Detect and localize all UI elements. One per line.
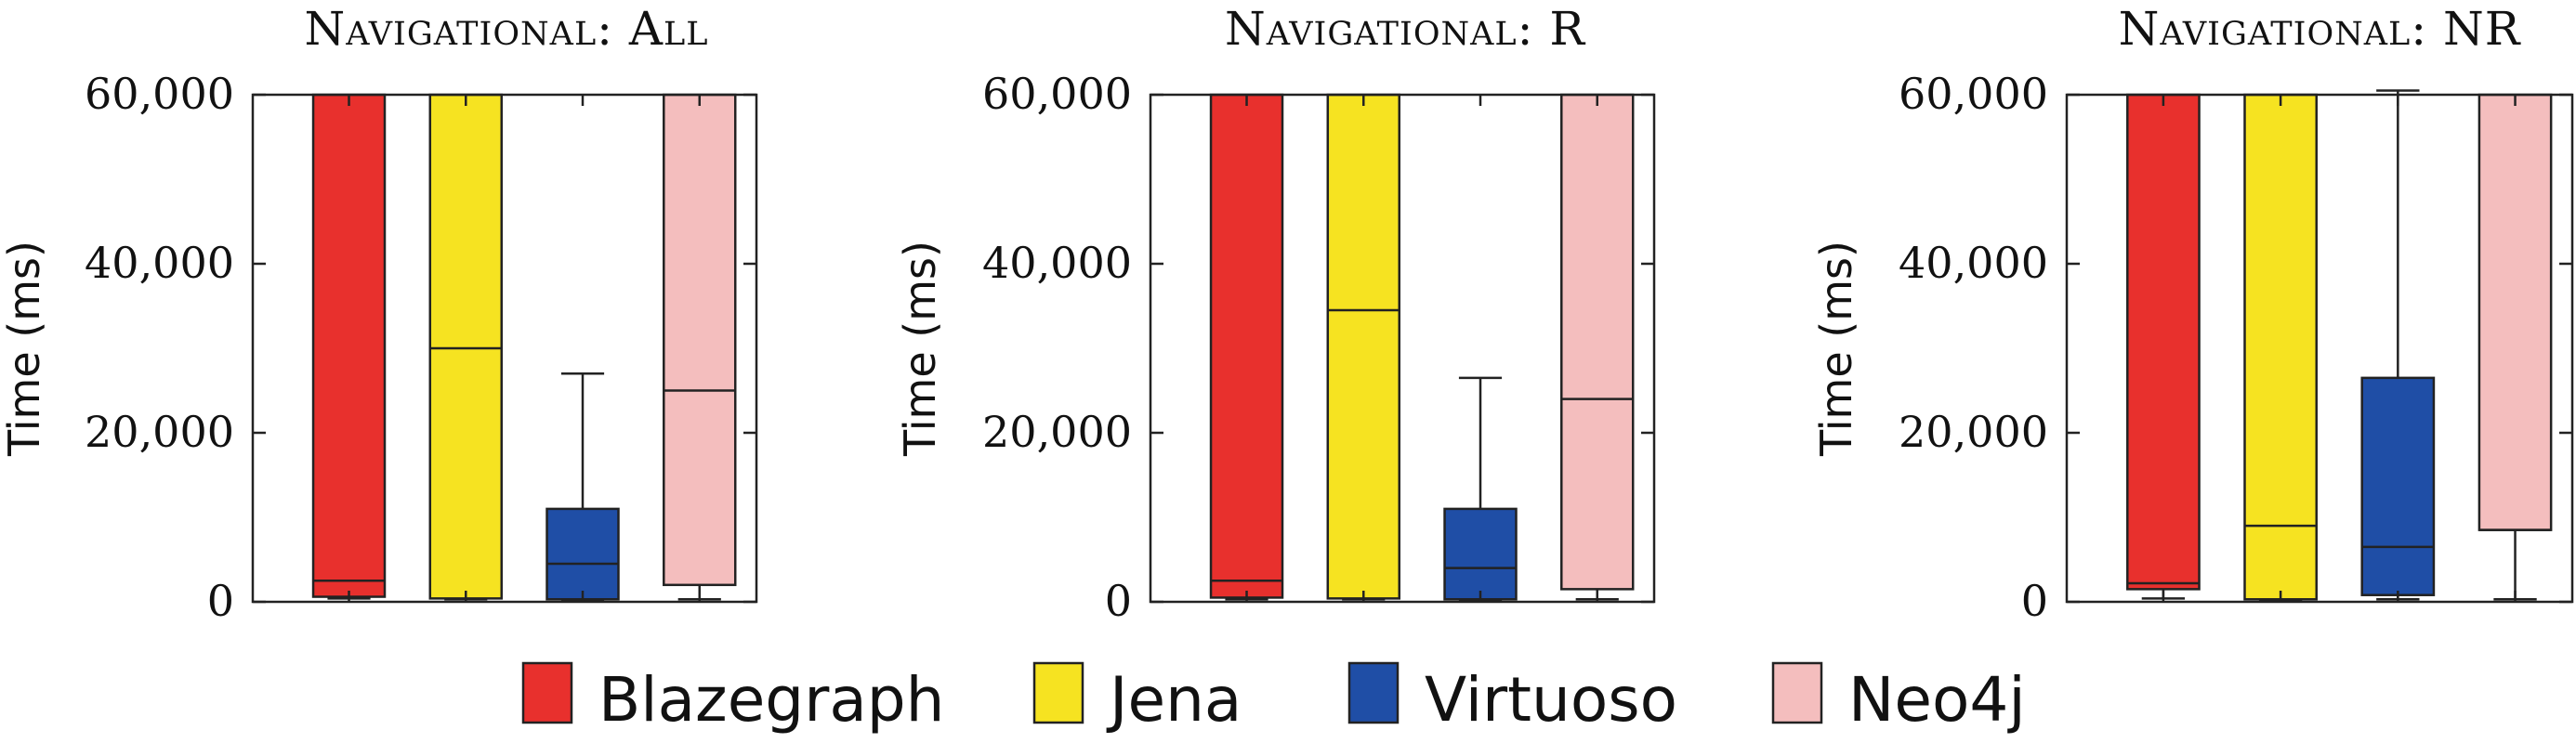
chart-title: Navigational: All <box>304 2 708 56</box>
legend-swatch-virtuoso <box>1347 661 1400 724</box>
iqr-box-neo4j <box>2477 93 2553 531</box>
y-tick-label: 60,000 <box>85 69 234 119</box>
iqr-box-virtuoso <box>2360 376 2436 596</box>
legend-label-neo4j: Neo4j <box>1848 664 2026 736</box>
legend: Blazegraph Jena Virtuoso Neo4j <box>521 661 2026 736</box>
y-tick-label: 0 <box>2021 576 2048 626</box>
box-virtuoso <box>545 372 620 602</box>
legend-label-blazegraph: Blazegraph <box>598 664 945 736</box>
box-neo4j <box>2477 93 2553 601</box>
y-tick-label: 40,000 <box>982 238 1132 288</box>
box-jena <box>1326 93 1400 601</box>
iqr-box-jena <box>1326 93 1400 600</box>
y-tick-label: 0 <box>207 576 234 626</box>
y-tick-label: 40,000 <box>85 238 234 288</box>
chart-panel-2: Navigational: R Time (ms) 0 20,000 40,000 60,… <box>895 2 1656 626</box>
chart-title: Navigational: R <box>1225 2 1585 56</box>
y-tick-label: 60,000 <box>1899 69 2048 119</box>
plot-frame <box>251 93 758 604</box>
iqr-box-neo4j <box>1560 93 1635 591</box>
box-virtuoso <box>2360 89 2436 601</box>
box-jena <box>428 93 503 601</box>
chart-panel-1: Navigational: All Time (ms) 0 20,000 40,000 6… <box>0 2 758 626</box>
chart-title: Navigational: NR <box>2119 2 2521 56</box>
plot-frame <box>1149 93 1656 604</box>
y-tick-label: 20,000 <box>1899 407 2048 457</box>
box-blazegraph <box>311 93 387 600</box>
y-axis-label: Time (ms) <box>895 241 945 457</box>
legend-swatch-jena <box>1032 661 1084 724</box>
box-blazegraph <box>2126 93 2201 600</box>
iqr-box-virtuoso <box>1443 507 1518 601</box>
y-tick-label: 0 <box>1105 576 1132 626</box>
y-tick-label: 40,000 <box>1899 238 2048 288</box>
legend-label-virtuoso: Virtuoso <box>1425 664 1677 736</box>
y-tick-label: 60,000 <box>982 69 1132 119</box>
legend-swatch-blazegraph <box>521 661 573 724</box>
legend-label-jena: Jena <box>1106 664 1242 736</box>
box-neo4j <box>1560 93 1635 601</box>
chart-panel-3: Navigational: NR Time (ms) 0 20,000 40,000 60… <box>1811 2 2574 626</box>
box-neo4j <box>663 93 737 601</box>
plot-frame <box>2065 93 2574 604</box>
y-axis-label: Time (ms) <box>1811 241 1861 457</box>
iqr-box-blazegraph <box>311 93 387 598</box>
iqr-box-neo4j <box>663 93 737 587</box>
y-axis-label: Time (ms) <box>0 241 49 457</box>
iqr-box-blazegraph <box>1209 93 1284 599</box>
iqr-box-blazegraph <box>2126 93 2201 591</box>
iqr-box-jena <box>428 93 503 600</box>
box-blazegraph <box>1209 93 1284 601</box>
box-virtuoso <box>1443 376 1518 602</box>
legend-swatch-neo4j <box>1771 661 1823 724</box>
y-tick-label: 20,000 <box>85 407 234 457</box>
y-tick-label: 20,000 <box>982 407 1132 457</box>
iqr-box-jena <box>2243 93 2318 601</box>
box-jena <box>2243 93 2318 602</box>
iqr-box-virtuoso <box>545 507 620 601</box>
